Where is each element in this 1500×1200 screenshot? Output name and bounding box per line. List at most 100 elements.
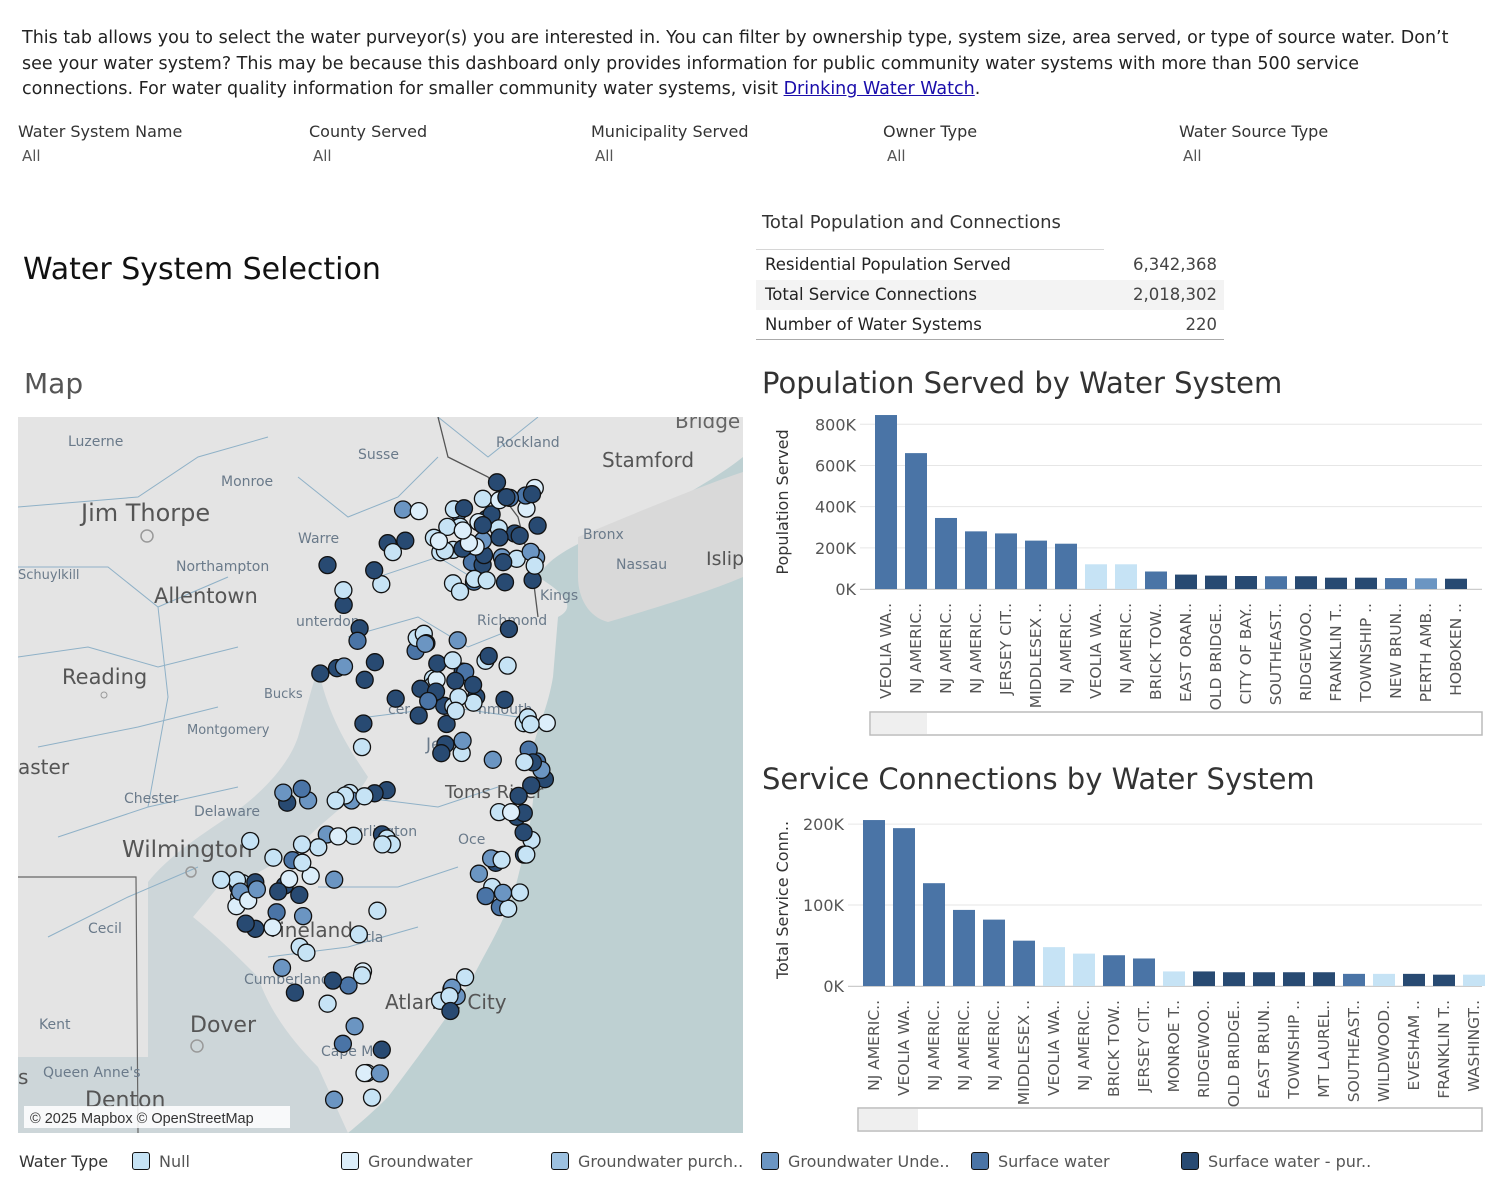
bar[interactable] [1355,577,1377,589]
water-system-point[interactable] [328,827,348,846]
bar[interactable] [953,909,975,986]
bar[interactable] [923,883,945,986]
bar[interactable] [1313,972,1335,986]
water-system-point[interactable] [301,866,320,885]
water-system-point[interactable] [443,651,462,670]
legend-item-null[interactable]: Null [132,1152,190,1171]
bar[interactable] [1145,571,1167,590]
bar[interactable] [1223,972,1245,986]
water-system-point[interactable] [274,783,293,802]
connections-chart[interactable]: 0K 100K 200K Total Service Conn.. NJ AMERI… [760,808,1490,1136]
bar[interactable] [1175,574,1197,589]
bar[interactable] [1373,973,1395,986]
bar[interactable] [1055,543,1077,589]
water-system-point[interactable] [264,848,283,867]
water-system-point[interactable] [267,903,286,922]
water-system-point[interactable] [419,691,438,711]
water-system-point[interactable] [263,918,282,937]
water-system-point[interactable] [293,853,312,872]
bar[interactable] [1235,576,1257,589]
water-system-point[interactable] [476,886,495,906]
water-system-point[interactable] [537,713,556,733]
water-system-point[interactable] [365,561,384,580]
bar[interactable] [1343,973,1365,986]
legend-item-groundwater-purchased[interactable]: Groundwater purch.. [551,1152,743,1171]
connections-bars[interactable] [863,820,1485,986]
water-system-point[interactable] [383,542,403,562]
water-system-point[interactable] [517,845,536,864]
bar[interactable] [893,828,915,986]
water-system-point[interactable] [498,656,517,675]
water-system-point[interactable] [409,501,428,521]
bar[interactable] [1013,940,1035,986]
water-system-point[interactable] [497,488,516,507]
legend-item-surface-water-purchased[interactable]: Surface water - pur.. [1181,1152,1371,1171]
connections-scrollbar[interactable] [857,1107,1483,1132]
water-system-point[interactable] [334,657,354,676]
water-system-point[interactable] [290,885,309,905]
map-svg[interactable]: Luzerne Monroe Jim Thorpe Schuylkill Nor… [18,417,743,1133]
bar[interactable] [1403,973,1425,986]
water-system-point[interactable] [373,835,392,854]
water-system-point[interactable] [495,690,514,709]
water-system-point[interactable] [345,1017,364,1036]
bar[interactable] [1205,575,1227,589]
bar[interactable] [1445,578,1467,589]
bar[interactable] [965,531,987,589]
filter-water-system-name[interactable]: Water System Name All [18,122,288,174]
water-system-point[interactable] [372,1040,391,1059]
water-system-point[interactable] [522,776,541,795]
water-system-point[interactable] [515,752,534,772]
water-system-point[interactable] [448,631,467,650]
water-system-point[interactable] [446,671,465,691]
water-system-point[interactable] [396,531,415,550]
water-system-point[interactable] [212,870,231,890]
population-scrollbar[interactable] [869,711,1483,736]
bar[interactable] [1253,972,1275,986]
bar[interactable] [1073,953,1095,986]
water-system-point[interactable] [455,968,475,987]
water-system-point[interactable] [318,994,337,1013]
water-system-point[interactable] [285,983,305,1002]
filter-value[interactable]: All [887,147,906,165]
water-system-point[interactable] [334,581,353,600]
water-system-point[interactable] [432,744,451,763]
map-attribution[interactable]: © 2025 Mapbox © OpenStreetMap [30,1111,254,1127]
water-system-point[interactable] [483,750,502,769]
water-system-point[interactable] [495,573,515,592]
legend-item-groundwater-under[interactable]: Groundwater Unde.. [761,1152,950,1171]
water-system-point[interactable] [514,823,533,842]
water-system-point[interactable] [386,689,405,708]
water-system-point[interactable] [269,882,288,901]
water-system-point[interactable] [510,526,529,545]
filter-water-source-type[interactable]: Water Source Type All [1179,122,1469,174]
water-system-point[interactable] [309,838,328,857]
bar[interactable] [905,453,927,589]
bar[interactable] [983,919,1005,986]
water-system-point[interactable] [437,714,456,734]
water-system-point[interactable] [324,1090,344,1109]
water-system-point[interactable] [416,634,435,653]
water-system-point[interactable] [499,899,518,918]
bar[interactable] [1103,955,1125,986]
bar[interactable] [1115,564,1137,589]
filter-value[interactable]: All [595,147,614,165]
water-system-point[interactable] [355,670,374,689]
water-system-point[interactable] [247,880,267,899]
water-system-point[interactable] [479,646,498,666]
bar[interactable] [1163,971,1185,986]
water-system-point[interactable] [352,966,372,985]
water-system-point[interactable] [370,1064,390,1083]
water-system-point[interactable] [323,971,343,990]
water-system-point[interactable] [450,582,470,601]
water-system-point[interactable] [463,675,483,695]
connections-scrollbar-thumb[interactable] [859,1109,918,1130]
water-system-point[interactable] [454,499,474,518]
water-system-point[interactable] [325,870,344,889]
water-system-point[interactable] [272,958,292,977]
water-system-point[interactable] [279,869,299,889]
water-system-point[interactable] [236,914,255,933]
filter-owner-type[interactable]: Owner Type All [883,122,1153,174]
bar[interactable] [995,533,1017,589]
water-system-point[interactable] [477,571,496,590]
